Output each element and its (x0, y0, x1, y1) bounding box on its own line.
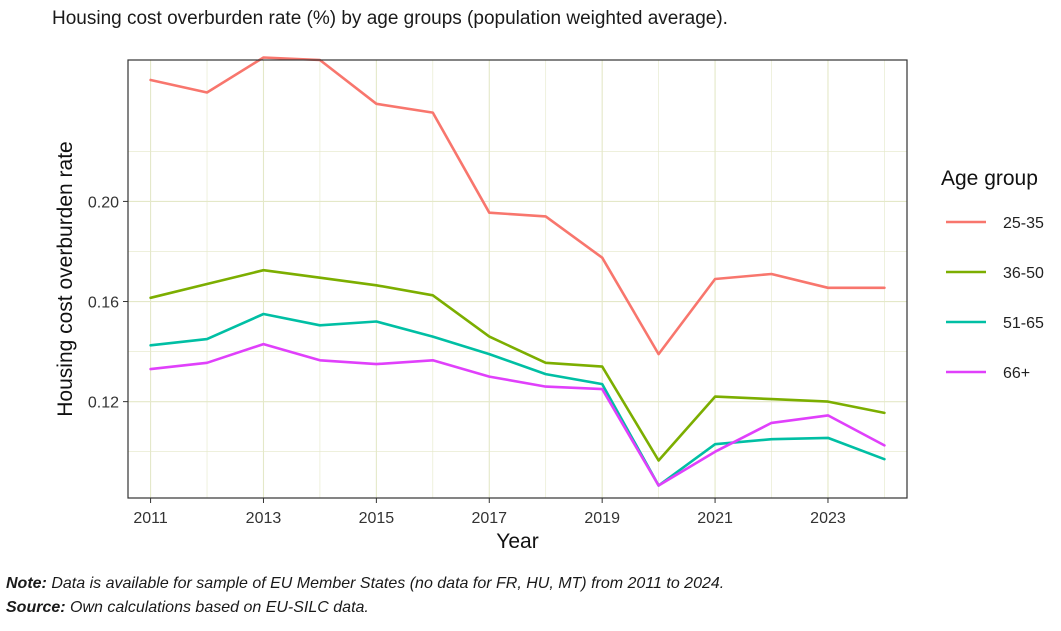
x-tick-label: 2021 (697, 510, 733, 527)
note-text: Data is available for sample of EU Membe… (46, 575, 725, 592)
source-line: Source: Own calculations based on EU-SIL… (6, 599, 369, 617)
x-tick-label: 2011 (133, 510, 168, 527)
y-tick-label: 0.20 (88, 194, 119, 211)
chart-title: Housing cost overburden rate (%) by age … (52, 8, 728, 29)
legend-title: Age group (941, 167, 1038, 190)
legend-label-51-65: 51-65 (1003, 315, 1044, 332)
x-tick-label: 2019 (584, 510, 620, 527)
series-lines (149, 56, 886, 487)
x-axis-title: Year (496, 530, 538, 553)
series-line-66+ (149, 342, 886, 487)
x-tick-label: 2015 (359, 510, 395, 527)
x-tick-label: 2023 (810, 510, 846, 527)
x-tick-label: 2017 (471, 510, 507, 527)
source-label: Source: (6, 599, 66, 616)
x-tick-label: 2013 (246, 510, 282, 527)
legend-label-25-35: 25-35 (1003, 215, 1044, 232)
y-axis-title: Housing cost overburden rate (54, 141, 77, 417)
line-chart: 2011 2013 2015 2017 2019 2021 2023 0.12 0.16 0.20… (54, 56, 1044, 553)
legend-label-36-50: 36-50 (1003, 265, 1044, 282)
series-line-36-50 (149, 268, 886, 462)
legend: Age group 25-35 36-50 51-65 66+ (941, 167, 1044, 382)
series-line-25-35 (149, 56, 886, 356)
plot-panel-border (127, 59, 908, 499)
note-label: Note: (6, 575, 47, 592)
series-line-51-65 (149, 312, 886, 487)
source-text: Own calculations based on EU-SILC data. (65, 599, 369, 616)
y-tick-label: 0.12 (88, 395, 119, 412)
note-line: Note: Data is available for sample of EU… (6, 575, 724, 593)
legend-label-66+: 66+ (1003, 365, 1030, 382)
y-tick-label: 0.16 (88, 295, 119, 312)
axes: 2011 2013 2015 2017 2019 2021 2023 0.12 0.16 0.20… (54, 141, 846, 553)
